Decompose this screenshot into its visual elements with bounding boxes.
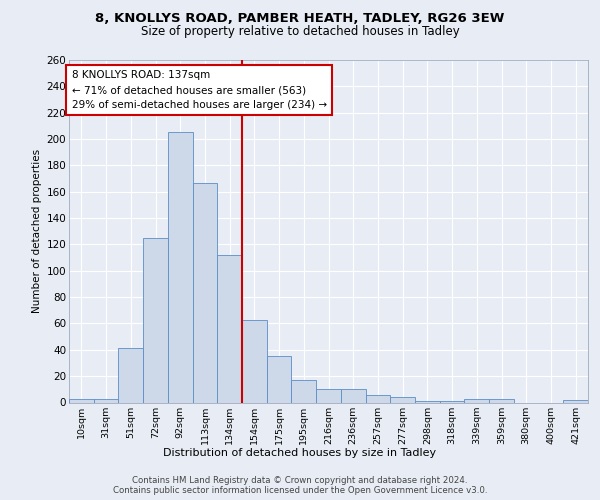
Bar xyxy=(242,320,267,402)
Bar xyxy=(341,390,365,402)
Bar xyxy=(94,398,118,402)
Bar xyxy=(365,394,390,402)
Text: Contains public sector information licensed under the Open Government Licence v3: Contains public sector information licen… xyxy=(113,486,487,495)
Bar xyxy=(168,132,193,402)
Bar xyxy=(143,238,168,402)
Bar xyxy=(118,348,143,403)
Bar xyxy=(464,398,489,402)
Bar xyxy=(69,398,94,402)
Bar xyxy=(440,401,464,402)
Bar xyxy=(563,400,588,402)
Text: 8 KNOLLYS ROAD: 137sqm
← 71% of detached houses are smaller (563)
29% of semi-de: 8 KNOLLYS ROAD: 137sqm ← 71% of detached… xyxy=(71,70,327,110)
Bar xyxy=(292,380,316,402)
Text: Contains HM Land Registry data © Crown copyright and database right 2024.: Contains HM Land Registry data © Crown c… xyxy=(132,476,468,485)
Text: Distribution of detached houses by size in Tadley: Distribution of detached houses by size … xyxy=(163,448,437,458)
Bar xyxy=(316,390,341,402)
Bar xyxy=(193,182,217,402)
Text: 8, KNOLLYS ROAD, PAMBER HEATH, TADLEY, RG26 3EW: 8, KNOLLYS ROAD, PAMBER HEATH, TADLEY, R… xyxy=(95,12,505,26)
Bar xyxy=(415,401,440,402)
Bar xyxy=(217,255,242,402)
Bar xyxy=(390,397,415,402)
Y-axis label: Number of detached properties: Number of detached properties xyxy=(32,149,43,314)
Text: Size of property relative to detached houses in Tadley: Size of property relative to detached ho… xyxy=(140,25,460,38)
Bar xyxy=(489,398,514,402)
Bar xyxy=(267,356,292,403)
